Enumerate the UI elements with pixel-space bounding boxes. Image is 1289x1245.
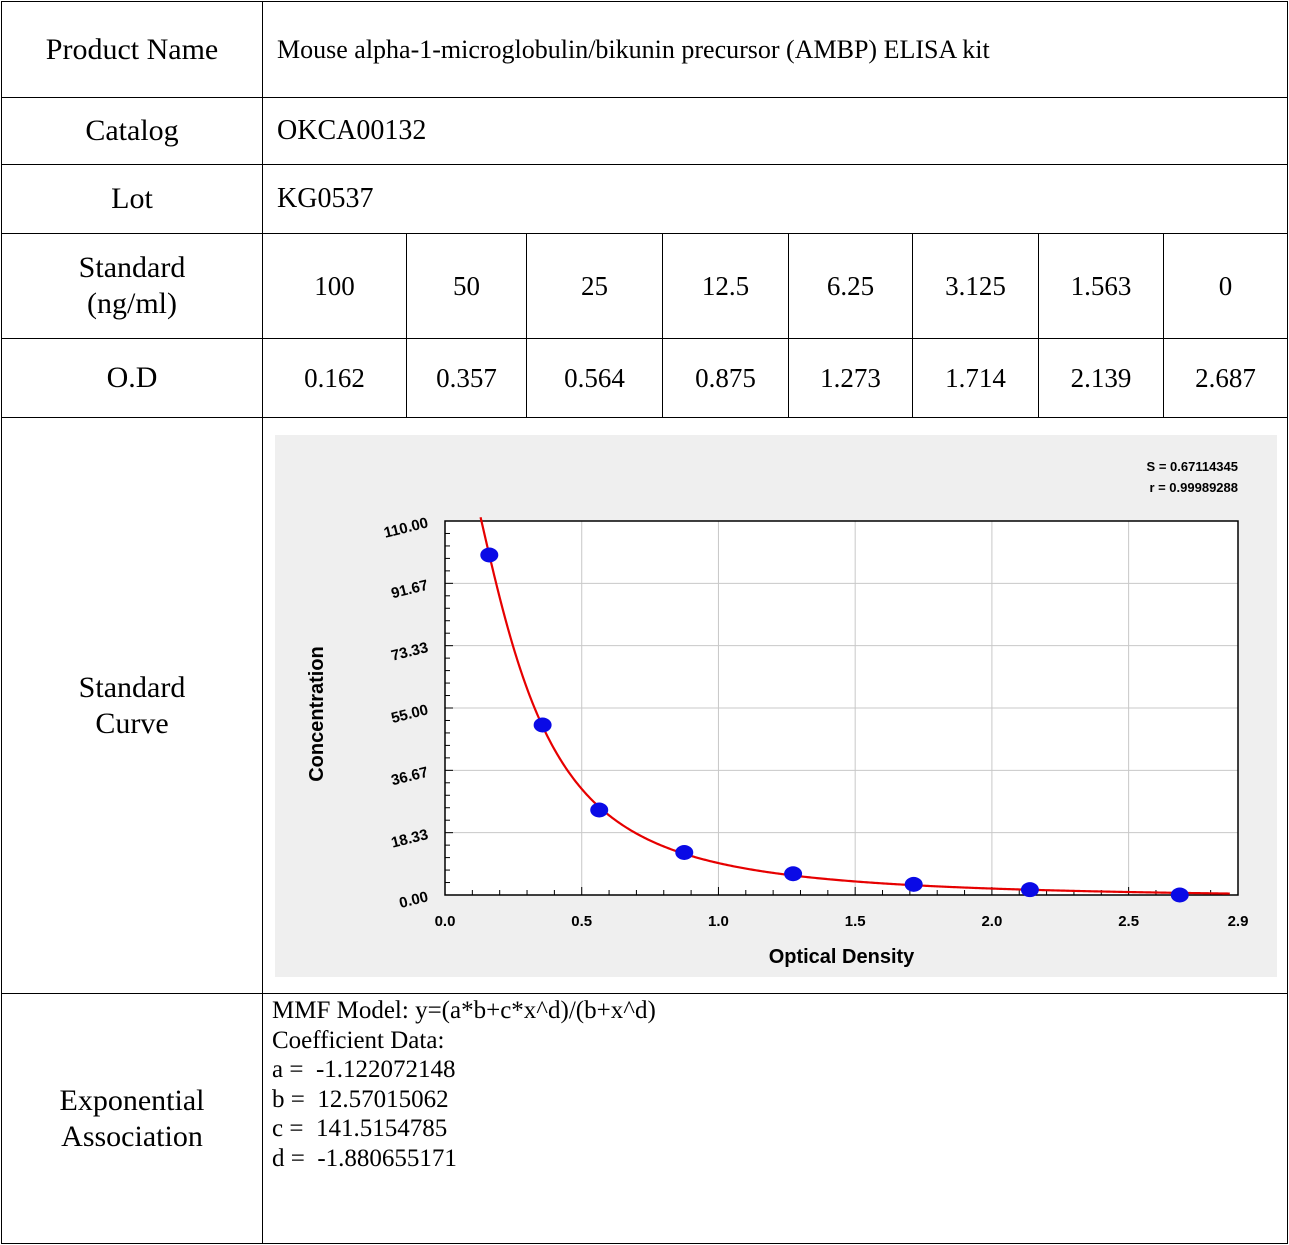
x-tick-labels: 0.0 0.5 1.0 1.5 2.0 2.5 2.9 [435,913,1249,930]
standard-value: 6.25 [788,233,913,339]
y-axis-title: Concentration [306,646,328,782]
data-point [1170,887,1189,902]
catalog-label: Catalog [1,97,263,165]
lot-label: Lot [1,164,263,234]
coefficient-b: b = 12.57015062 [272,1085,449,1113]
x-axis-title: Optical Density [769,946,915,968]
chart-background: 0.0 0.5 1.0 1.5 2.0 2.5 2.9 0.00 18.33 36.67 55.0… [275,434,1277,977]
od-value: 2.139 [1038,338,1164,418]
lot-value: KG0537 [262,164,1288,234]
od-value: 0.357 [406,338,527,418]
y-tick-label: 91.67 [389,576,430,602]
standard-value: 12.5 [662,233,789,339]
y-tick-label: 55.00 [389,701,430,727]
od-label: O.D [1,338,263,418]
data-point [784,865,803,881]
exponential-label: Exponential Association [1,993,263,1244]
data-point [533,717,552,732]
y-tick-labels: 0.00 18.33 36.67 55.00 73.33 91.67 110.00 [382,514,430,912]
standard-value: 3.125 [912,233,1039,339]
standard-row: Standard (ng/ml) 100 50 25 12.5 6.25 3.1… [1,233,1288,339]
od-value: 1.714 [912,338,1039,418]
data-points [480,547,1189,902]
standard-value: 25 [526,233,663,339]
x-tick-label: 2.5 [1118,913,1139,930]
product-name-label: Product Name [1,1,263,98]
od-value: 1.273 [788,338,913,418]
x-tick-label: 2.0 [981,913,1002,930]
data-point [480,547,499,562]
model-equation: MMF Model: y=(a*b+c*x^d)/(b+x^d) [272,997,656,1024]
data-point [1020,881,1039,897]
exponential-label-line2: Association [61,1119,203,1153]
standard-curve-label: Standard Curve [1,417,263,994]
y-tick-label: 18.33 [389,826,430,852]
standard-curve-row: Standard Curve 0.0 0.5 1.0 1.5 2.0 2.5 2.9 0.0… [1,417,1288,994]
od-row: O.D 0.162 0.357 0.564 0.875 1.273 1.714 … [1,338,1288,418]
product-name-value: Mouse alpha-1-microglobulin/bikunin prec… [262,1,1288,98]
catalog-value: OKCA00132 [262,97,1288,165]
standard-value: 50 [406,233,527,339]
y-tick-label: 110.00 [382,514,430,541]
lot-row: Lot KG0537 [1,164,1288,234]
data-point [590,802,609,817]
od-value: 2.687 [1163,338,1288,418]
standard-label-line2: (ng/ml) [87,287,177,320]
grid [445,520,1238,895]
od-value: 0.875 [662,338,789,418]
od-value: 0.564 [526,338,663,418]
x-tick-label: 1.0 [708,913,729,930]
standard-curve-chart: 0.0 0.5 1.0 1.5 2.0 2.5 2.9 0.00 18.33 36.67 55.0… [306,459,1249,968]
standard-curve-label-line1: Standard [78,670,186,704]
x-tick-label: 0.5 [571,913,592,930]
standard-curve-label-line2: Curve [95,706,169,740]
coefficient-a: a = -1.122072148 [272,1056,456,1083]
product-name-row: Product Name Mouse alpha-1-microglobulin… [1,1,1288,98]
coefficient-c: c = 141.5154785 [272,1115,448,1142]
y-tick-label: 0.00 [398,888,430,912]
standard-value: 1.563 [1038,233,1164,339]
standard-value: 100 [262,233,407,339]
exponential-label-line1: Exponential [59,1083,205,1117]
od-value: 0.162 [262,338,407,418]
x-tick-label: 0.0 [435,913,456,930]
fit-annotation-r: r = 0.99989288 [1149,480,1238,495]
data-point [675,844,694,860]
data-point [904,876,923,892]
standard-value: 0 [1163,233,1288,339]
coefficient-heading: Coefficient Data: [272,1026,445,1054]
x-tick-label: 2.9 [1228,913,1249,930]
y-tick-label: 73.33 [389,639,430,665]
standard-label: Standard (ng/ml) [1,233,263,339]
exponential-row: Exponential Association MMF Model: y=(a*… [1,993,1288,1244]
coefficient-d: d = -1.880655171 [272,1144,457,1172]
standard-label-line1: Standard [78,251,186,284]
fit-annotation-s: S = 0.67114345 [1147,459,1238,474]
formula-cell: MMF Model: y=(a*b+c*x^d)/(b+x^d) Coeffic… [262,993,1288,1244]
y-tick-label: 36.67 [389,763,430,789]
x-tick-label: 1.5 [845,913,866,930]
catalog-row: Catalog OKCA00132 [1,97,1288,165]
chart-cell: 0.0 0.5 1.0 1.5 2.0 2.5 2.9 0.00 18.33 36.67 55.0… [262,417,1288,994]
